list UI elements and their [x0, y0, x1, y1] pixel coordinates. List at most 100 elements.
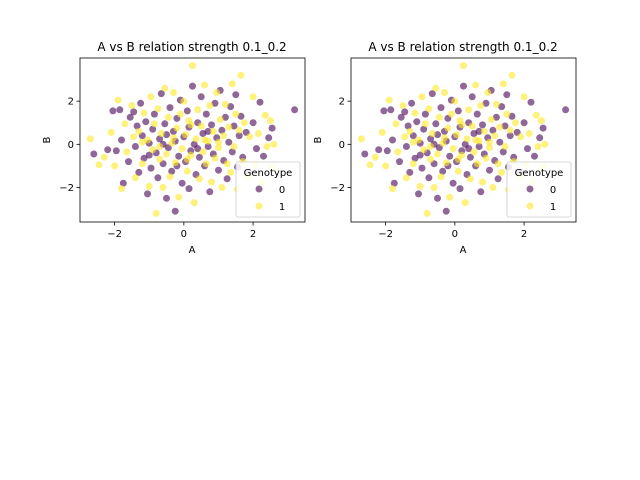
scatter-point-genotype-0 [235, 132, 243, 140]
scatter-point-genotype-0 [175, 152, 183, 160]
scatter-point-genotype-1 [498, 168, 506, 176]
scatter-point-genotype-1 [416, 182, 424, 190]
scatter-point-genotype-1 [211, 154, 219, 162]
scatter-point-genotype-1 [183, 167, 191, 175]
scatter-point-genotype-0 [232, 91, 240, 99]
scatter-point-genotype-0 [119, 179, 127, 187]
scatter-point-genotype-1 [218, 184, 226, 191]
scatter-point-genotype-1 [525, 130, 533, 137]
scatter-point-genotype-1 [392, 120, 400, 128]
scatter-point-genotype-0 [506, 132, 514, 140]
scatter-point-genotype-1 [458, 121, 466, 129]
scatter-point-genotype-1 [447, 110, 455, 118]
scatter-point-genotype-1 [484, 89, 492, 96]
scatter-point-genotype-1 [164, 113, 172, 121]
scatter-point-genotype-1 [228, 80, 236, 88]
legend-entry-0: 0 [550, 185, 556, 196]
legend-marker-0 [526, 185, 534, 193]
scatter-point-genotype-1 [435, 113, 443, 121]
scatter-point-genotype-1 [215, 138, 222, 146]
scatter-point-genotype-1 [202, 160, 210, 168]
scatter-point-genotype-0 [150, 110, 158, 118]
scatter-point-genotype-1 [192, 135, 200, 143]
scatter-point-genotype-1 [215, 144, 222, 152]
x-tick-label: −2 [378, 229, 393, 240]
legend-entry-1: 1 [279, 202, 285, 213]
scatter-point-genotype-0 [402, 143, 410, 150]
scatter-point-genotype-0 [125, 158, 132, 166]
scatter-point-genotype-1 [506, 126, 514, 134]
scatter-point-genotype-1 [150, 120, 158, 128]
scatter-point-genotype-0 [425, 174, 433, 182]
scatter-point-genotype-0 [168, 167, 176, 175]
scatter-point-genotype-1 [468, 122, 476, 130]
scatter-point-genotype-1 [534, 143, 542, 150]
scatter-point-genotype-1 [472, 81, 480, 89]
scatter-point-genotype-0 [437, 104, 445, 112]
scatter-point-genotype-1 [489, 184, 497, 191]
scatter-point-genotype-1 [201, 81, 209, 89]
y-tick-label: −2 [59, 183, 74, 194]
scatter-point-genotype-1 [128, 102, 136, 109]
y-axis-label: B [42, 136, 53, 143]
scatter-point-genotype-1 [473, 160, 481, 168]
scatter-point-genotype-1 [216, 116, 224, 123]
scatter-point-genotype-1 [147, 93, 155, 101]
axes-frame [350, 57, 577, 223]
legend-box [235, 161, 301, 218]
scatter-point-genotype-0 [291, 106, 299, 114]
scatter-point-genotype-1 [487, 116, 495, 123]
scatter-point-genotype-1 [491, 132, 499, 140]
scatter-point-genotype-0 [253, 145, 260, 153]
legend-entry-1: 1 [550, 202, 556, 213]
scatter-point-genotype-0 [428, 90, 436, 98]
chart-title: A vs B relation strength 0.1_0.2 [368, 40, 557, 54]
scatter-point-genotype-0 [256, 98, 264, 106]
scatter-point-genotype-1 [100, 153, 108, 161]
scatter-point-genotype-1 [145, 182, 153, 190]
scatter-point-genotype-1 [439, 139, 447, 147]
scatter-point-genotype-1 [446, 193, 454, 201]
scatter-point-genotype-1 [479, 178, 486, 186]
scatter-point-genotype-0 [149, 125, 157, 133]
scatter-point-genotype-1 [537, 117, 545, 125]
scatter-point-genotype-0 [427, 135, 435, 143]
scatter-point-genotype-0 [562, 106, 570, 114]
scatter-point-genotype-0 [475, 143, 483, 150]
scatter-point-genotype-0 [133, 122, 141, 130]
x-tick-label: 2 [250, 229, 256, 240]
scatter-point-genotype-1 [503, 110, 511, 118]
scatter-point-genotype-0 [230, 122, 238, 130]
legend-title: Genotype [515, 168, 564, 179]
scatter-point-genotype-0 [156, 135, 164, 143]
scatter-point-genotype-1 [366, 161, 374, 169]
legend-marker-1 [255, 202, 263, 210]
scatter-point-genotype-1 [454, 167, 462, 175]
scatter-point-genotype-1 [220, 132, 228, 140]
scatter-point-genotype-0 [404, 122, 412, 130]
scatter-point-genotype-0 [499, 148, 507, 156]
scatter-point-genotype-1 [249, 93, 257, 101]
scatter-point-genotype-1 [240, 119, 248, 127]
scatter-point-genotype-0 [416, 151, 424, 159]
legend-entry-0: 0 [279, 185, 285, 196]
scatter-point-genotype-0 [228, 148, 236, 156]
scatter-point-genotype-0 [432, 120, 440, 128]
scatter-point-genotype-1 [399, 102, 407, 109]
scatter-point-genotype-0 [206, 188, 214, 196]
scatter-point-genotype-1 [532, 111, 540, 119]
scatter-point-genotype-1 [156, 143, 164, 150]
scatter-point-genotype-1 [195, 175, 203, 183]
scatter-point-genotype-1 [118, 185, 125, 193]
scatter-point-genotype-1 [135, 127, 143, 135]
scatter-point-genotype-0 [449, 179, 457, 187]
y-tick-label: 2 [68, 97, 74, 108]
scatter-point-genotype-1 [140, 109, 148, 117]
scatter-point-genotype-1 [235, 126, 243, 134]
scatter-point-genotype-1 [486, 138, 493, 146]
scatter-point-genotype-1 [246, 133, 254, 141]
scatter-point-genotype-0 [479, 121, 486, 129]
scatter-point-genotype-1 [442, 159, 450, 167]
legend: Genotype 0 1 [235, 161, 301, 218]
